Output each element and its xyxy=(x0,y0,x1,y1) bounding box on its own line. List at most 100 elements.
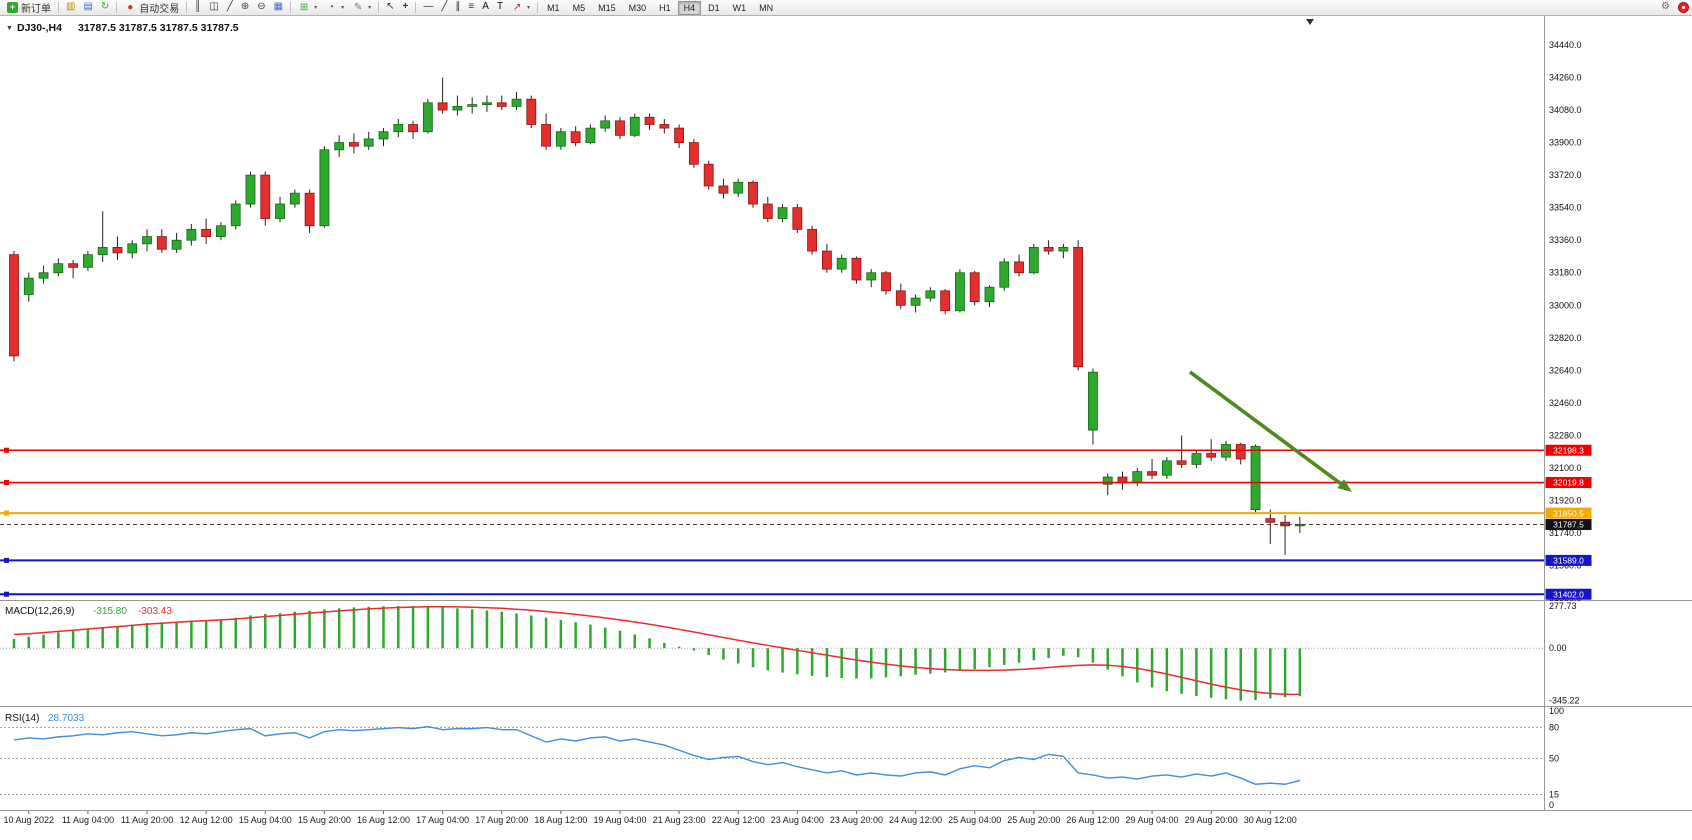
toolbar-separator xyxy=(537,2,539,13)
line-handle[interactable] xyxy=(4,591,9,597)
zoom-out-icon[interactable]: ⊖ xyxy=(257,1,266,12)
text-label-tool-icon[interactable]: T xyxy=(496,1,504,12)
candle-body xyxy=(68,263,79,268)
data-window-icon[interactable]: ▤ xyxy=(83,1,93,12)
line-handle[interactable] xyxy=(4,447,9,453)
periods-button[interactable]: ◔ ▾ xyxy=(321,0,348,15)
price-tag xyxy=(1545,507,1592,519)
candle-body xyxy=(1014,261,1024,274)
candlestick-chart-icon[interactable]: ◫ xyxy=(209,1,219,12)
chevron-down-icon: ▾ xyxy=(527,5,531,11)
candle-body xyxy=(777,207,788,219)
candle-body xyxy=(127,243,138,254)
candle-body xyxy=(1176,460,1187,465)
autotrading-icon: ● xyxy=(127,2,134,13)
candle-body xyxy=(895,290,906,306)
channel-tool-icon[interactable]: ∥ xyxy=(455,1,461,12)
new-order-icon: + xyxy=(7,2,18,13)
date-axis-label: 26 Aug 12:00 xyxy=(1066,815,1119,825)
candle-body xyxy=(275,203,285,219)
arrows-tool-button[interactable]: ↗ ▾ xyxy=(507,0,534,15)
line-handle[interactable] xyxy=(4,480,9,486)
bar-chart-icon[interactable]: ║ xyxy=(194,1,202,12)
price-axis-label: 32100.0 xyxy=(1549,463,1582,473)
price-axis-label: 33720.0 xyxy=(1549,170,1582,180)
arrow-shaft[interactable] xyxy=(1188,370,1346,488)
timeframe-d1-button[interactable]: D1 xyxy=(708,2,720,13)
settings-wrench-icon[interactable]: ⚙ xyxy=(1661,1,1670,12)
date-axis-label: 23 Aug 20:00 xyxy=(830,815,883,825)
timeframe-h4-button[interactable]: H4 xyxy=(677,0,702,15)
candle-body xyxy=(984,286,995,303)
macd-axis-label: 277.73 xyxy=(1549,601,1577,611)
candle-body xyxy=(171,239,182,250)
candle-body xyxy=(1132,471,1143,483)
line-chart-icon[interactable]: ╱ xyxy=(226,1,233,12)
navigator-refresh-icon[interactable]: ↻ xyxy=(100,1,110,12)
candle-body xyxy=(881,272,891,292)
rsi-line xyxy=(13,725,1301,785)
price-axis-label: 33000.0 xyxy=(1549,300,1582,310)
tile-windows-icon[interactable]: ▦ xyxy=(273,1,284,12)
cursor-icon[interactable]: ↖ xyxy=(386,1,395,12)
candle-body xyxy=(408,124,418,133)
date-axis-label: 21 Aug 23:00 xyxy=(653,815,706,825)
date-axis-label: 30 Aug 12:00 xyxy=(1244,815,1297,825)
candle-body xyxy=(245,174,256,205)
timeframe-m30-button[interactable]: M30 xyxy=(628,2,647,13)
toolbar-separator xyxy=(186,2,188,13)
candle-body xyxy=(452,106,463,111)
date-axis-label: 19 Aug 04:00 xyxy=(593,815,646,825)
horizontal-line-tool-icon[interactable]: — xyxy=(423,1,434,12)
market-watch-icon[interactable]: ▥ xyxy=(66,1,76,12)
timeframe-m1-button[interactable]: M1 xyxy=(547,2,560,13)
candle-body xyxy=(83,254,93,268)
candle-body xyxy=(1028,247,1039,274)
price-tag-label: 32198.3 xyxy=(1553,445,1584,455)
templates-button[interactable]: ✎ ▾ xyxy=(348,0,375,15)
date-axis-label: 12 Aug 12:00 xyxy=(180,815,233,825)
fibonacci-tool-icon[interactable]: ≡ xyxy=(468,1,475,12)
chart-shift-marker-icon[interactable] xyxy=(1306,19,1314,25)
zoom-in-icon[interactable]: ⊕ xyxy=(240,1,250,12)
crosshair-icon[interactable]: + xyxy=(402,1,409,12)
candle-body xyxy=(925,290,936,299)
candle-body xyxy=(112,247,123,254)
notification-badge[interactable] xyxy=(1678,2,1689,13)
date-axis-label: 17 Aug 04:00 xyxy=(416,815,469,825)
candle-body xyxy=(866,272,877,281)
price-tag xyxy=(1545,588,1592,600)
price-axis-label: 33180.0 xyxy=(1549,268,1582,278)
candle-body xyxy=(378,131,389,140)
candle-body xyxy=(156,236,167,250)
periods-clock-icon: ◔ xyxy=(328,2,335,13)
timeframe-mn-button[interactable]: MN xyxy=(759,2,774,13)
candle-body xyxy=(363,138,374,147)
line-handle[interactable] xyxy=(4,510,9,516)
rsi-axis-label: 50 xyxy=(1549,754,1559,764)
autotrading-button[interactable]: ● 自动交易 xyxy=(120,0,183,15)
symbol-dropdown-icon[interactable]: ▼ xyxy=(6,25,13,32)
price-axis[interactable]: 34440.0 34260.0 34080.0 33900.0 33720.0 33540… xyxy=(1549,40,1582,603)
indicators-button[interactable]: ⊞ ▾ xyxy=(294,0,321,15)
date-axis[interactable]: 10 Aug 2022 11 Aug 04:00 11 Aug 20:00 12 Au… xyxy=(3,811,1297,825)
trendline-tool-icon[interactable]: ╱ xyxy=(441,1,448,12)
timeframe-h1-button[interactable]: H1 xyxy=(659,2,671,13)
timeframe-m15-button[interactable]: M15 xyxy=(598,2,616,13)
price-axis-label: 33900.0 xyxy=(1549,138,1582,148)
candle-body xyxy=(703,163,714,187)
new-order-button[interactable]: + 新订单 xyxy=(3,0,55,15)
candle-body xyxy=(718,185,729,194)
candle-body xyxy=(807,228,818,252)
chart-ohlc-values: 31787.5 31787.5 31787.5 31787.5 xyxy=(78,22,239,34)
trend-arrow-annotation[interactable] xyxy=(1188,370,1352,492)
text-tool-icon[interactable]: A xyxy=(482,1,489,12)
timeframe-m5-button[interactable]: M5 xyxy=(572,2,586,13)
line-handle[interactable] xyxy=(4,557,9,563)
candle-body xyxy=(482,102,492,105)
price-axis-label: 33540.0 xyxy=(1549,203,1582,213)
timeframe-w1-button[interactable]: W1 xyxy=(732,2,747,13)
candle-body xyxy=(1161,460,1172,476)
